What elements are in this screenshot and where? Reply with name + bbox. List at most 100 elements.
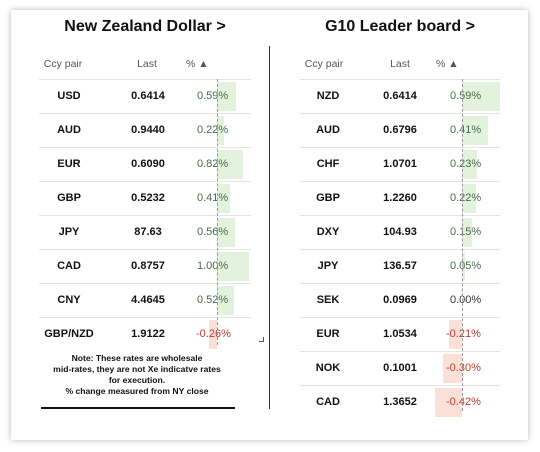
positive-change-bar (217, 150, 244, 179)
table-row[interactable]: CNY 4.4645 0.52% (39, 283, 251, 317)
currency-pair: JPY (58, 226, 80, 238)
panel-divider (269, 46, 270, 409)
col-header-pair[interactable]: Ccy pair (43, 58, 83, 70)
percent-change: 0.41% (197, 192, 229, 204)
table-row[interactable]: GBP/NZD 1.9122 -0.26% (39, 317, 251, 351)
percent-change: 0.15% (450, 226, 482, 238)
table-row[interactable]: JPY 136.57 0.05% (300, 249, 500, 283)
positive-change-bar (462, 218, 472, 247)
note-line-1: Note: These rates are wholesale (71, 353, 203, 363)
col-header-pct[interactable]: % ▲ (436, 58, 459, 70)
percent-change: 0.59% (450, 90, 482, 102)
resize-handle-icon[interactable] (259, 337, 264, 342)
currency-pair: SEK (316, 294, 340, 306)
positive-change-bar (462, 82, 500, 111)
nzd-panel-title[interactable]: New Zealand Dollar > (64, 18, 226, 35)
positive-change-bar (217, 116, 225, 145)
last-rate: 0.0969 (383, 294, 417, 306)
table-row[interactable]: DXY 104.93 0.15% (300, 215, 500, 249)
last-rate: 1.0701 (383, 158, 417, 170)
percent-change: 0.22% (450, 192, 482, 204)
table-row[interactable]: AUD 0.6796 0.41% (300, 113, 500, 147)
col-header-pct[interactable]: % ▲ (186, 58, 209, 70)
g10-rates-table: NZD 0.6414 0.59% AUD 0.6796 0.41% CHF 1.0701 0.2… (300, 79, 500, 419)
currency-pair: NZD (316, 90, 340, 102)
percent-change: 0.22% (197, 124, 229, 136)
currency-pair: EUR (316, 328, 340, 340)
note-line-2: mid-rates, they are not Xe indicatve rat… (53, 364, 221, 374)
positive-change-bar (217, 184, 231, 213)
last-rate: 0.6414 (383, 90, 417, 102)
last-rate: 1.3652 (383, 396, 417, 408)
note-underline (41, 407, 235, 409)
table-row[interactable]: EUR 1.0534 -0.21% (300, 317, 500, 351)
col-header-last[interactable]: Last (137, 58, 157, 70)
last-rate: 1.0534 (383, 328, 417, 340)
last-rate: 136.57 (383, 260, 417, 272)
zero-baseline (462, 79, 463, 411)
rates-card: New Zealand Dollar > Ccy pair Last % ▲ U… (11, 10, 528, 440)
percent-change: -0.26% (196, 328, 231, 340)
table-row[interactable]: EUR 0.6090 0.82% (39, 147, 251, 181)
positive-change-bar (217, 252, 249, 281)
currency-pair: GBP (57, 192, 81, 204)
currency-pair: DXY (316, 226, 340, 238)
last-rate: 0.5232 (131, 192, 165, 204)
currency-pair: JPY (317, 260, 339, 272)
currency-pair: GBP (316, 192, 340, 204)
percent-change: 0.23% (450, 158, 482, 170)
positive-change-bar (462, 184, 477, 213)
percent-change: 0.00% (450, 294, 482, 306)
table-row[interactable]: SEK 0.0969 0.00% (300, 283, 500, 317)
positive-change-bar (217, 82, 236, 111)
positive-change-bar (462, 150, 477, 179)
currency-pair: CAD (316, 396, 340, 408)
nzd-rates-table: USD 0.6414 0.59% AUD 0.9440 0.22% EUR 0.6090 0.8… (39, 79, 251, 351)
last-rate: 0.1001 (383, 362, 417, 374)
percent-change: 0.05% (450, 260, 482, 272)
positive-change-bar (462, 252, 466, 281)
positive-change-bar (217, 218, 235, 247)
table-row[interactable]: CAD 1.3652 -0.42% (300, 385, 500, 419)
note-line-3: for execution. (108, 375, 166, 385)
negative-change-bar (448, 320, 462, 349)
g10-panel-title[interactable]: G10 Leader board > (325, 18, 475, 35)
note-line-4: % change measured from NY close (65, 386, 209, 396)
table-row[interactable]: JPY 87.63 0.56% (39, 215, 251, 249)
table-row[interactable]: AUD 0.9440 0.22% (39, 113, 251, 147)
currency-pair: USD (57, 90, 81, 102)
percent-change: -0.21% (446, 328, 481, 340)
currency-pair: AUD (316, 124, 340, 136)
currency-pair: NOK (315, 362, 341, 374)
percent-change: 0.59% (197, 90, 229, 102)
currency-pair: EUR (57, 158, 81, 170)
currency-pair: CHF (316, 158, 340, 170)
table-row[interactable]: GBP 1.2260 0.22% (300, 181, 500, 215)
percent-change: 0.56% (197, 226, 229, 238)
last-rate: 4.4645 (131, 294, 165, 306)
negative-change-bar (208, 320, 217, 349)
last-rate: 0.9440 (131, 124, 165, 136)
last-rate: 104.93 (383, 226, 417, 238)
last-rate: 0.6796 (383, 124, 417, 136)
last-rate: 0.6090 (131, 158, 165, 170)
last-rate: 1.2260 (383, 192, 417, 204)
positive-change-bar (462, 116, 489, 145)
table-row[interactable]: USD 0.6414 0.59% (39, 79, 251, 113)
table-row[interactable]: CAD 0.8757 1.00% (39, 249, 251, 283)
currency-pair: AUD (57, 124, 81, 136)
percent-change: 1.00% (197, 260, 229, 272)
percent-change: 0.82% (197, 158, 229, 170)
percent-change: 0.52% (197, 294, 229, 306)
percent-change: -0.42% (446, 396, 481, 408)
table-row[interactable]: NZD 0.6414 0.59% (300, 79, 500, 113)
negative-change-bar (442, 354, 462, 383)
table-row[interactable]: GBP 0.5232 0.41% (39, 181, 251, 215)
currency-pair: CNY (57, 294, 81, 306)
currency-pair: CAD (57, 260, 81, 272)
col-header-last[interactable]: Last (390, 58, 410, 70)
table-row[interactable]: CHF 1.0701 0.23% (300, 147, 500, 181)
last-rate: 0.8757 (131, 260, 165, 272)
table-row[interactable]: NOK 0.1001 -0.30% (300, 351, 500, 385)
col-header-pair[interactable]: Ccy pair (304, 58, 344, 70)
